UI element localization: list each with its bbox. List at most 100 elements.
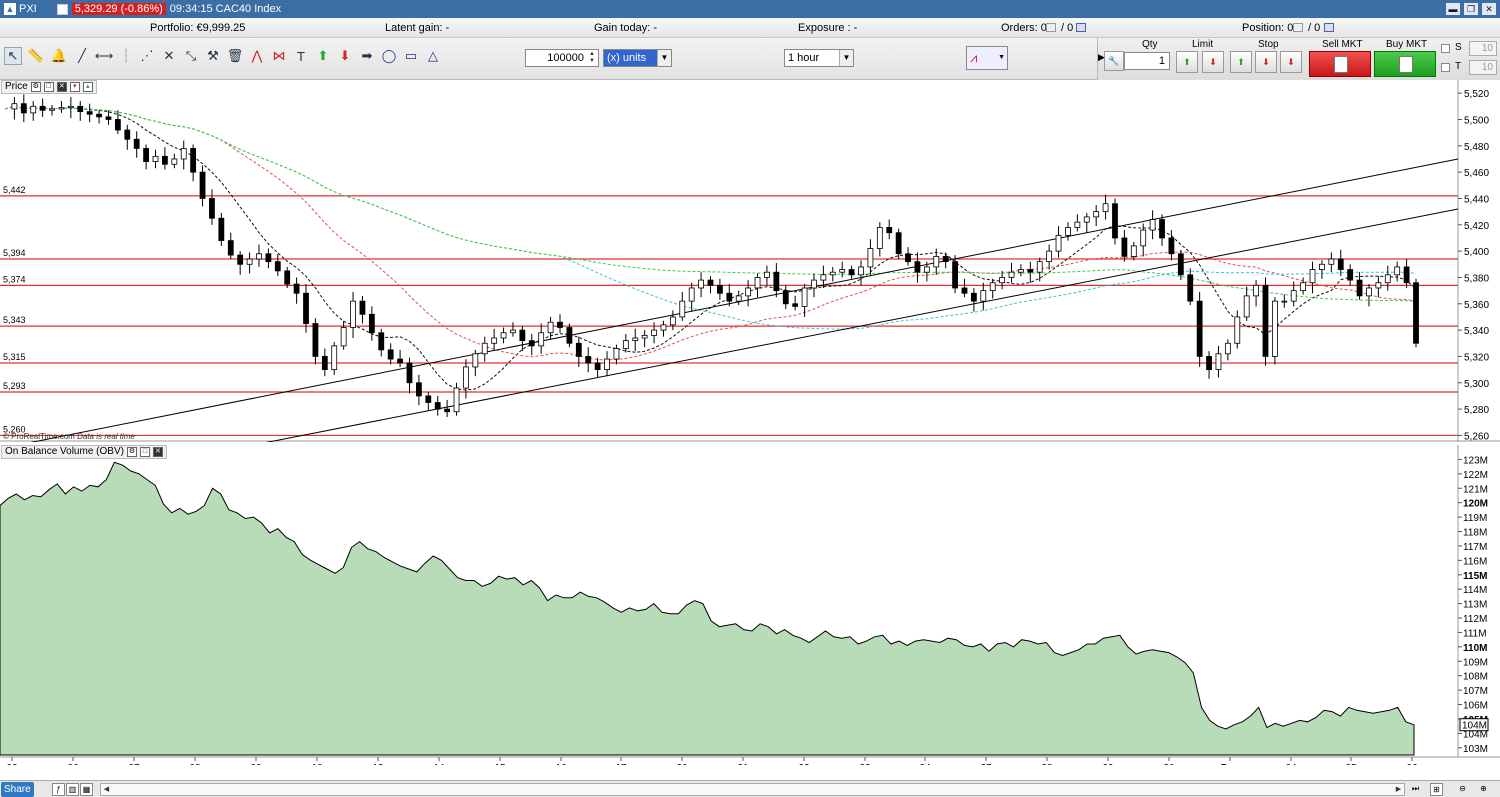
trendline-icon[interactable]: ╱ [78, 48, 86, 63]
candle-body [1319, 263, 1325, 270]
candle-body [820, 274, 827, 281]
candle-body [811, 279, 817, 289]
right-arrow-icon[interactable]: ➡ [361, 48, 373, 63]
maximize-icon[interactable]: □ [139, 447, 150, 457]
scroll-right-icon[interactable]: ▶ [1395, 786, 1402, 793]
title-bar: ▲ PXI 5,329.29 (-0.86%) 09:34:15 CAC40 I… [0, 0, 1500, 18]
candle-body [557, 321, 563, 328]
text-tool-icon[interactable]: T [297, 48, 305, 64]
s-field[interactable]: 10 [1469, 41, 1497, 56]
sell-arrow-icon[interactable]: ⬇ [339, 48, 351, 63]
calendar-icon[interactable]: ▦ [80, 783, 93, 796]
level-label: 5,260 [3, 424, 26, 434]
candle-body [143, 148, 150, 163]
price-tick-label: 5,460 [1464, 168, 1489, 179]
orders-icon[interactable] [1046, 23, 1056, 32]
position-link-icon[interactable] [1324, 23, 1334, 32]
wrench-icon[interactable]: ⚙ [30, 82, 41, 92]
limit-buy-icon[interactable]: ⬆ [1176, 51, 1198, 73]
x-tick-label: 29 [1102, 763, 1114, 765]
close-icon[interactable]: ✕ [152, 447, 163, 457]
indicator-icon[interactable]: ƒ [52, 783, 65, 796]
candle-body [1168, 237, 1175, 255]
scroll-left-icon[interactable]: ◀ [103, 786, 110, 793]
minimize-icon[interactable]: ▬ [1446, 3, 1460, 15]
zoom-in-icon[interactable]: ⊕ [1480, 784, 1487, 793]
rectangle-icon[interactable]: ▭ [404, 48, 418, 63]
chevron-down-icon[interactable]: ▼ [657, 50, 671, 66]
channel-icon[interactable]: ⋰ [140, 48, 154, 63]
indicators-button[interactable]: ⩘ ▼ [966, 46, 1008, 70]
timeframe-select[interactable]: 1 hour ▼ [784, 49, 854, 67]
candle-body [660, 324, 667, 331]
candle-body [114, 119, 121, 131]
fan-icon[interactable]: ✕ [163, 48, 175, 63]
ellipse-icon[interactable]: ◯ [381, 48, 397, 63]
stop-sell-icon[interactable]: ⬇ [1255, 51, 1277, 73]
target-checkbox[interactable] [1441, 63, 1450, 72]
price-badge: 5,329.29 (-0.86%) [71, 3, 166, 15]
close-icon[interactable]: ✕ [56, 82, 67, 92]
chart-scrollbar[interactable]: ◀ ▶ [100, 783, 1405, 796]
obv-tick-label: 121M [1463, 484, 1488, 495]
buy-arrow-icon[interactable]: ⬆ [317, 48, 329, 63]
candle-body [453, 387, 460, 413]
hammer-icon[interactable]: ⚒ [207, 48, 219, 63]
orders-count: Orders: 0 [1001, 22, 1047, 34]
zoom-out-icon[interactable]: ⊖ [1459, 784, 1466, 793]
x-tick-label: 28 [1041, 763, 1053, 765]
candle-body [49, 108, 55, 111]
collapse-arrow-icon[interactable]: ▶ [1098, 52, 1105, 62]
close-icon[interactable]: ✕ [1482, 3, 1496, 15]
level-label: 5,374 [3, 274, 26, 284]
pattern-icon[interactable]: ⋀ [251, 48, 263, 63]
maximize-icon[interactable]: □ [43, 82, 54, 92]
fibonacci-icon[interactable]: ⤡ [185, 48, 197, 63]
obv-tick-label: 103M [1463, 744, 1488, 755]
quantity-stepper[interactable]: ▲ ▼ [589, 51, 595, 64]
limit-sell-icon[interactable]: ⬇ [1202, 51, 1224, 73]
candle-body [500, 332, 507, 339]
move-down-icon[interactable]: ▾ [69, 82, 80, 92]
candle-body [162, 155, 168, 165]
price-chart[interactable]: 5,520 5,500 5,480 5,460 5,440 5,420 5,400 5,380… [0, 80, 1500, 442]
fit-icon[interactable]: ⊞ [1430, 783, 1443, 796]
price-tick-label: 5,520 [1464, 89, 1489, 100]
cursor-icon[interactable]: ↖ [4, 47, 22, 65]
buy-market-button[interactable] [1374, 51, 1436, 77]
candles-icon[interactable]: ▥ [66, 783, 79, 796]
triangle-icon[interactable]: △ [428, 48, 438, 63]
pattern2-icon[interactable]: ⋈ [272, 48, 286, 63]
stop-buy-icon[interactable]: ⬆ [1230, 51, 1252, 73]
app-name: PXI [19, 3, 37, 15]
scroll-end-icon[interactable]: ⏭ [1411, 784, 1420, 793]
quantity-input[interactable]: 100000 ▲ ▼ [525, 49, 599, 67]
units-select[interactable]: (x) units ▼ [603, 49, 672, 67]
candle-body [547, 321, 554, 334]
position-icon[interactable] [1293, 23, 1303, 32]
wrench-icon[interactable]: 🔧 [1104, 51, 1124, 71]
t-field[interactable]: 10 [1469, 60, 1497, 75]
candle-body [519, 329, 526, 342]
position-count: Position: 0 [1242, 22, 1294, 34]
instrument-icon[interactable] [56, 3, 68, 15]
candle-body [1337, 258, 1344, 270]
orders-link-icon[interactable] [1076, 23, 1086, 32]
qty-input[interactable]: 1 [1124, 52, 1170, 70]
share-button[interactable]: Share [1, 782, 34, 797]
wrench-icon[interactable]: ⚙ [126, 447, 137, 457]
stop-checkbox[interactable] [1441, 44, 1450, 53]
candle-body [914, 261, 921, 273]
chevron-down-icon[interactable]: ▼ [839, 50, 853, 66]
stop-trail-icon[interactable]: ⬇ [1280, 51, 1302, 73]
alert-bell-icon[interactable]: 🔔 [50, 48, 68, 63]
x-tick-label: 08 [189, 763, 201, 765]
restore-icon[interactable]: ❐ [1464, 3, 1478, 15]
sell-market-button[interactable] [1309, 51, 1371, 77]
move-up-icon[interactable]: ▴ [82, 82, 93, 92]
obv-chart[interactable]: 123M 122M 121M 120M 119M 118M 117M 116M 115M 114M… [0, 445, 1500, 765]
ruler-icon[interactable]: 📏 [27, 48, 45, 63]
trash-icon[interactable]: 🗑 [226, 48, 244, 63]
horizontal-line-icon[interactable]: ⟷ [94, 48, 114, 63]
timeframe-value: 1 hour [788, 52, 820, 64]
